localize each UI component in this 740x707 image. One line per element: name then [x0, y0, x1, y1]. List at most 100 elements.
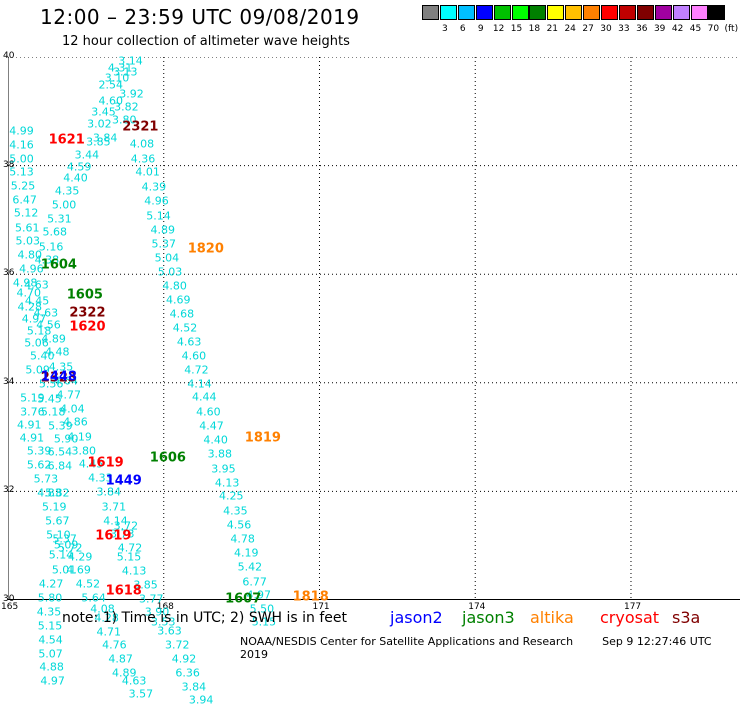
lon-label: 168 [156, 602, 174, 612]
satellite-legend-entry: s3a [672, 608, 701, 627]
pass-time-label: 1620 [69, 319, 106, 335]
wave-height-value: 4.69 [66, 563, 91, 577]
wave-height-value: 5.90 [53, 432, 79, 446]
wave-height-value: 4.89 [41, 332, 66, 346]
color-scale-label: 18 [528, 24, 541, 34]
wave-height-value: 4.56 [36, 318, 61, 332]
wave-height-value: 3.57 [128, 687, 154, 701]
wave-height-value: 5.82 [45, 486, 70, 500]
color-scale-label: 30 [600, 24, 612, 34]
pass-time-label: 1449 [105, 473, 142, 489]
wave-height-value: 5.18 [40, 405, 66, 419]
wave-height-value: 4.98 [12, 276, 38, 290]
color-swatch [457, 5, 475, 20]
wave-height-value: 4.70 [16, 286, 42, 300]
wave-height-value: 4.78 [230, 532, 255, 546]
map-subtitle: 12 hour collection of altimeter wave hei… [62, 34, 350, 49]
wave-height-value: 4.60 [196, 405, 221, 419]
color-scale-label: 27 [582, 24, 594, 34]
wave-height-value: 3.85 [133, 578, 158, 592]
pass-time-label: 1619 [95, 528, 132, 544]
wave-height-value: 4.71 [96, 625, 121, 639]
color-swatch [493, 5, 511, 20]
color-scale-label: 6 [459, 24, 466, 34]
wave-height-value: 4.68 [169, 307, 195, 321]
wave-height-value: 5.39 [26, 444, 52, 458]
wave-height-value: 5.00 [51, 198, 77, 212]
wave-height-value: 4.91 [19, 431, 45, 445]
wave-height-value: 4.52 [75, 577, 101, 591]
wave-height-value: 5.07 [38, 647, 63, 661]
wave-height-value: 4.28 [94, 611, 119, 625]
satellite-legend-entry: cryosat [600, 608, 660, 627]
wave-height-value: 2.54 [98, 78, 124, 92]
wave-height-value: 4.83 [37, 486, 62, 500]
wave-height-value: 4.25 [218, 489, 244, 503]
lat-label: 38 [3, 159, 15, 170]
wave-height-value: 5.68 [42, 225, 67, 239]
wave-height-value: 5.06 [24, 336, 49, 350]
wave-height-value: 4.31 [107, 61, 133, 75]
wave-height-value: 4.64 [53, 374, 78, 388]
wave-height-value: 5.45 [37, 392, 62, 406]
wave-height-value: 4.19 [67, 430, 92, 444]
credit-line: NOAA/NESDIS Center for Satellite Applica… [240, 635, 740, 661]
wave-height-value: 3.84 [92, 131, 118, 145]
pass-time-label: 2321 [122, 119, 159, 134]
wave-height-value: 5.19 [20, 391, 45, 405]
wave-height-value: 4.29 [67, 550, 93, 564]
map-title: 12:00 – 23:59 UTC 09/08/2019 [40, 5, 360, 29]
wave-height-value: 4.96 [19, 262, 44, 276]
wave-height-value: 4.27 [38, 577, 64, 591]
wave-height-value: 4.08 [90, 602, 115, 616]
wave-height-value: 4.92 [171, 652, 197, 666]
wave-height-value: 5.73 [33, 472, 59, 486]
wave-height-value: 4.63 [176, 335, 202, 349]
wave-height-value: 4.63 [121, 674, 147, 688]
color-swatch [583, 5, 601, 20]
pass-time-label: 2322 [69, 305, 106, 321]
color-swatch [422, 5, 439, 20]
wave-height-value: 4.36 [130, 152, 156, 166]
color-swatch [475, 5, 493, 20]
wave-height-value: 3.80 [71, 444, 97, 458]
wave-height-value: 5.10 [46, 528, 71, 542]
wave-height-value: 4.89 [150, 223, 175, 237]
color-swatch [565, 5, 583, 20]
wave-height-value: 5.37 [151, 237, 176, 251]
wave-height-value: 4.14 [103, 514, 128, 528]
wave-height-value: 5.64 [81, 591, 106, 605]
color-swatch [529, 5, 547, 20]
wave-height-value: 5.61 [14, 221, 40, 234]
wave-height-value: 4.86 [63, 415, 88, 429]
pass-time-label: 2323 [40, 370, 77, 386]
color-swatch [439, 5, 457, 20]
satellite-legend-entry: altika [530, 608, 574, 627]
wave-height-value: 5.00 [9, 152, 34, 166]
wave-height-value: 5.42 [237, 560, 263, 574]
wave-height-value: 3.94 [188, 693, 214, 707]
wave-height-value: 4.63 [24, 278, 49, 292]
color-swatch [708, 5, 726, 20]
wave-height-value: 4.01 [135, 165, 160, 179]
wave-height-value: 4.28 [17, 300, 43, 314]
wave-height-value: 5.18 [26, 324, 52, 338]
pass-time-label: 1820 [187, 241, 224, 257]
color-swatch [690, 5, 708, 20]
wave-height-value: 4.40 [203, 433, 228, 447]
color-scale-label: 9 [477, 24, 484, 34]
pass-time-label: 1605 [66, 287, 103, 303]
wave-height-value: 5.12 [13, 206, 39, 220]
wave-height-value: 4.91 [17, 418, 42, 432]
wave-height-value: 3.82 [114, 100, 139, 114]
wave-height-value: 4.33 [88, 471, 113, 485]
wave-height-value: 4.35 [223, 504, 248, 518]
lon-label: 171 [312, 602, 330, 612]
wave-height-value: 5.15 [116, 550, 142, 564]
wave-height-value: 3.84 [181, 680, 207, 694]
wave-height-value: 3.72 [113, 519, 139, 533]
wave-height-value: 3.14 [118, 54, 143, 68]
color-swatch [511, 5, 529, 20]
wave-height-value: 4.97 [40, 674, 65, 688]
color-scale-label: 45 [689, 24, 702, 34]
